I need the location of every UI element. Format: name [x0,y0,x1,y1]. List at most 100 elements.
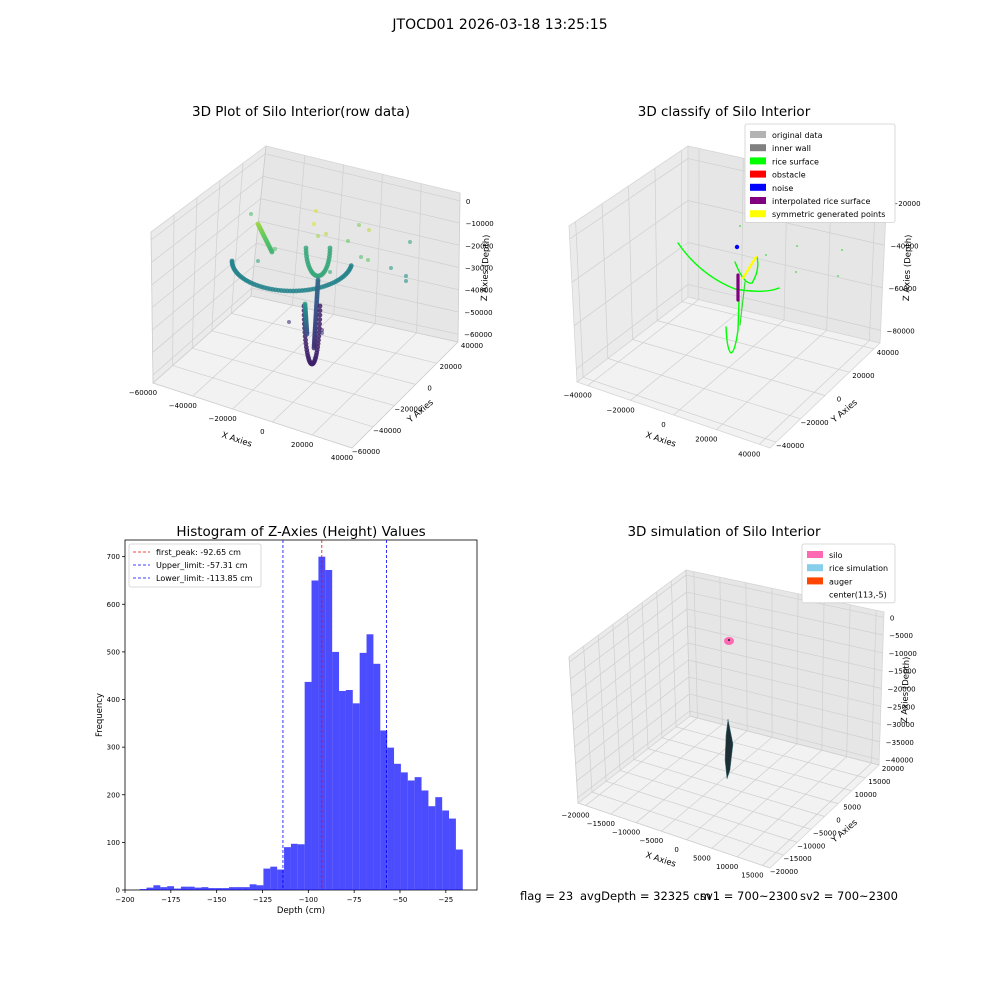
raw-plot-xtick-label: −40000 [169,402,197,410]
classify-plot-ztick-label: −40000 [890,242,918,250]
histogram-ytick-label: 500 [107,648,120,656]
simulation-plot-gridline [675,726,866,779]
raw-plot-axes: −60000−40000−2000002000040000−60000−4000… [129,104,494,462]
histogram-bar [339,690,346,890]
raw-plot-gridline [150,153,266,241]
raw-plot-xtick-label: 0 [260,428,264,436]
simulation-plot-ytick-label: 20000 [882,765,904,773]
raw-plot-gridline [256,243,459,291]
rice-surface-point [795,271,797,273]
simulation-plot-gridline [570,591,687,680]
histogram-ylabel: Frequency [95,693,105,737]
raw-point [327,245,333,251]
classify-plot-legend-swatch [750,131,766,138]
classify-plot-gridline [601,203,609,359]
figure-title: JTOCD01 2026-03-18 13:25:15 [392,17,608,33]
histogram-bar [400,772,408,890]
classify-plot-legend-swatch [750,170,766,178]
flag-readout: flag = 23 [520,889,574,903]
raw-point [408,240,412,244]
histogram-ytick-label: 300 [107,744,120,752]
histogram-bar [366,634,374,890]
simulation-plot-zlabel: Z Axies (Depth) [900,656,912,723]
raw-plot-ytick-label: −20000 [394,406,422,414]
classify-plot-gridline [607,358,801,420]
simulation-plot-gridline [686,574,884,618]
histogram-plot: −200 −175 −150 −125 −100 −75 −50 −25 0 100 200 300 4… [95,524,478,916]
raw-plot-ztick-label: −30000 [465,265,493,273]
raw-plot-ytick-label: 20000 [440,363,462,371]
simulation-plot-gridline [574,659,689,748]
simulation-plot-gridline [591,791,784,856]
simulation-plot-gridline [571,608,688,697]
classify-plot-legend-swatch [750,183,766,191]
classify-plot-legend-label: interpolated rice surface [772,197,870,206]
classify-plot-gridline [687,200,885,246]
classify-plot-xtick-label: 40000 [738,450,760,458]
classify-plot-gridline [575,221,584,378]
simulation-plot-gridline [688,659,882,707]
simulation-plot-data [724,637,734,780]
raw-plot-gridline [192,347,395,406]
raw-point [317,312,323,318]
simulation-plot-ztick-label: −15000 [888,668,916,676]
classify-plot-gridline [740,158,744,310]
histogram-bar [304,681,312,890]
classify-plot-gridline [687,242,883,289]
histogram-xtick-label: −75 [347,896,362,904]
classify-plot-xtick-label: −20000 [607,406,635,414]
classify-plot-xlabel: X Axies [644,430,677,449]
histogram-bar [146,887,154,890]
histogram-bar [242,887,250,890]
simulation-plot-legend-label: center(113,-5) [829,591,887,600]
rice-surface-point [796,245,798,247]
simulation-plot-legend-label: rice simulation [829,564,888,573]
histogram-bar [215,888,223,890]
rice-surface-point [765,254,767,256]
histogram-bar [290,843,298,890]
histogram-title: Histogram of Z-Axies (Height) Values [176,524,425,540]
raw-plot-xlabel: X Axies [220,430,253,449]
simulation-plot-gridline [633,759,825,817]
histogram-ytick-label: 200 [107,791,120,799]
raw-plot-gridline [152,295,252,384]
classify-plot-ytick-label: 20000 [852,372,874,380]
histogram-bar [421,790,429,890]
rice-surface-curve [725,299,740,354]
simulation-plot-gridline [647,748,839,804]
histogram-xtick-label: −200 [115,896,134,904]
raw-point [359,255,363,259]
symmetric-points-curve [741,255,758,280]
histogram-bar [414,777,422,890]
classify-plot-legend-label: symmetric generated points [772,210,885,219]
raw-plot-gridline [152,265,255,353]
histogram-ytick-label: 0 [116,887,120,895]
rice-surface-curve [739,281,746,326]
rice-surface-point [739,225,741,227]
histogram-bar [235,887,243,890]
raw-point [249,212,253,216]
histogram-bar [222,888,230,890]
simulation-plot-gridline [689,693,880,743]
simulation-plot-legend-swatch [807,551,823,558]
raw-plot-gridline [151,175,264,263]
classify-plot-ytick-label: −40000 [776,442,804,450]
raw-plot-xtick-label: −20000 [209,415,237,423]
histogram-bar [352,703,360,890]
classify-plot-legend-swatch [750,210,766,218]
raw-point [304,331,310,337]
raw-plot-gridline [351,341,459,449]
raw-plot-xtick-label: 40000 [331,454,353,462]
histogram-bar [180,886,188,890]
simulation-plot-gridline [686,608,883,654]
simulation-plot-gridline [576,693,690,782]
simulation-plot-gridline [688,676,881,725]
simulation-plot-legend-frame [801,543,896,604]
simulation-plot-ztick-label: −5000 [889,632,913,640]
histogram-xtick-label: −150 [207,896,226,904]
histogram-legend-label: Lower_limit: -113.85 cm [156,574,253,583]
raw-plot-ztick-label: −20000 [465,242,493,250]
classify-plot-xtick-label: 20000 [695,436,717,444]
classify-plot-legend-label: rice surface [772,157,819,166]
raw-point [314,209,318,213]
